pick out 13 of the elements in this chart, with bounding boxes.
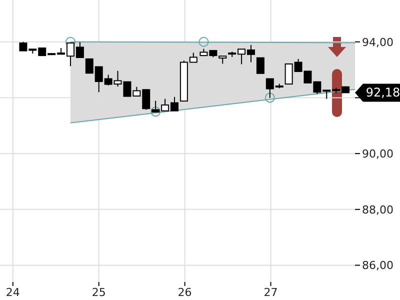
- candlestick: [256, 57, 264, 74]
- x-tick-label: 24: [6, 286, 20, 299]
- text: 92,18: [366, 86, 400, 100]
- x-tick-label: 27: [264, 286, 278, 299]
- y-tick-label: 88,00: [362, 203, 394, 216]
- x-tick-label: 25: [92, 286, 106, 299]
- point: [198, 36, 209, 47]
- x-tick-label: 26: [178, 286, 192, 299]
- y-tick-label: 86,00: [362, 259, 394, 272]
- point: [264, 92, 275, 103]
- y-tick-label: 94,00: [362, 36, 394, 49]
- y-tick-label: 90,00: [362, 147, 394, 160]
- point: [150, 106, 161, 117]
